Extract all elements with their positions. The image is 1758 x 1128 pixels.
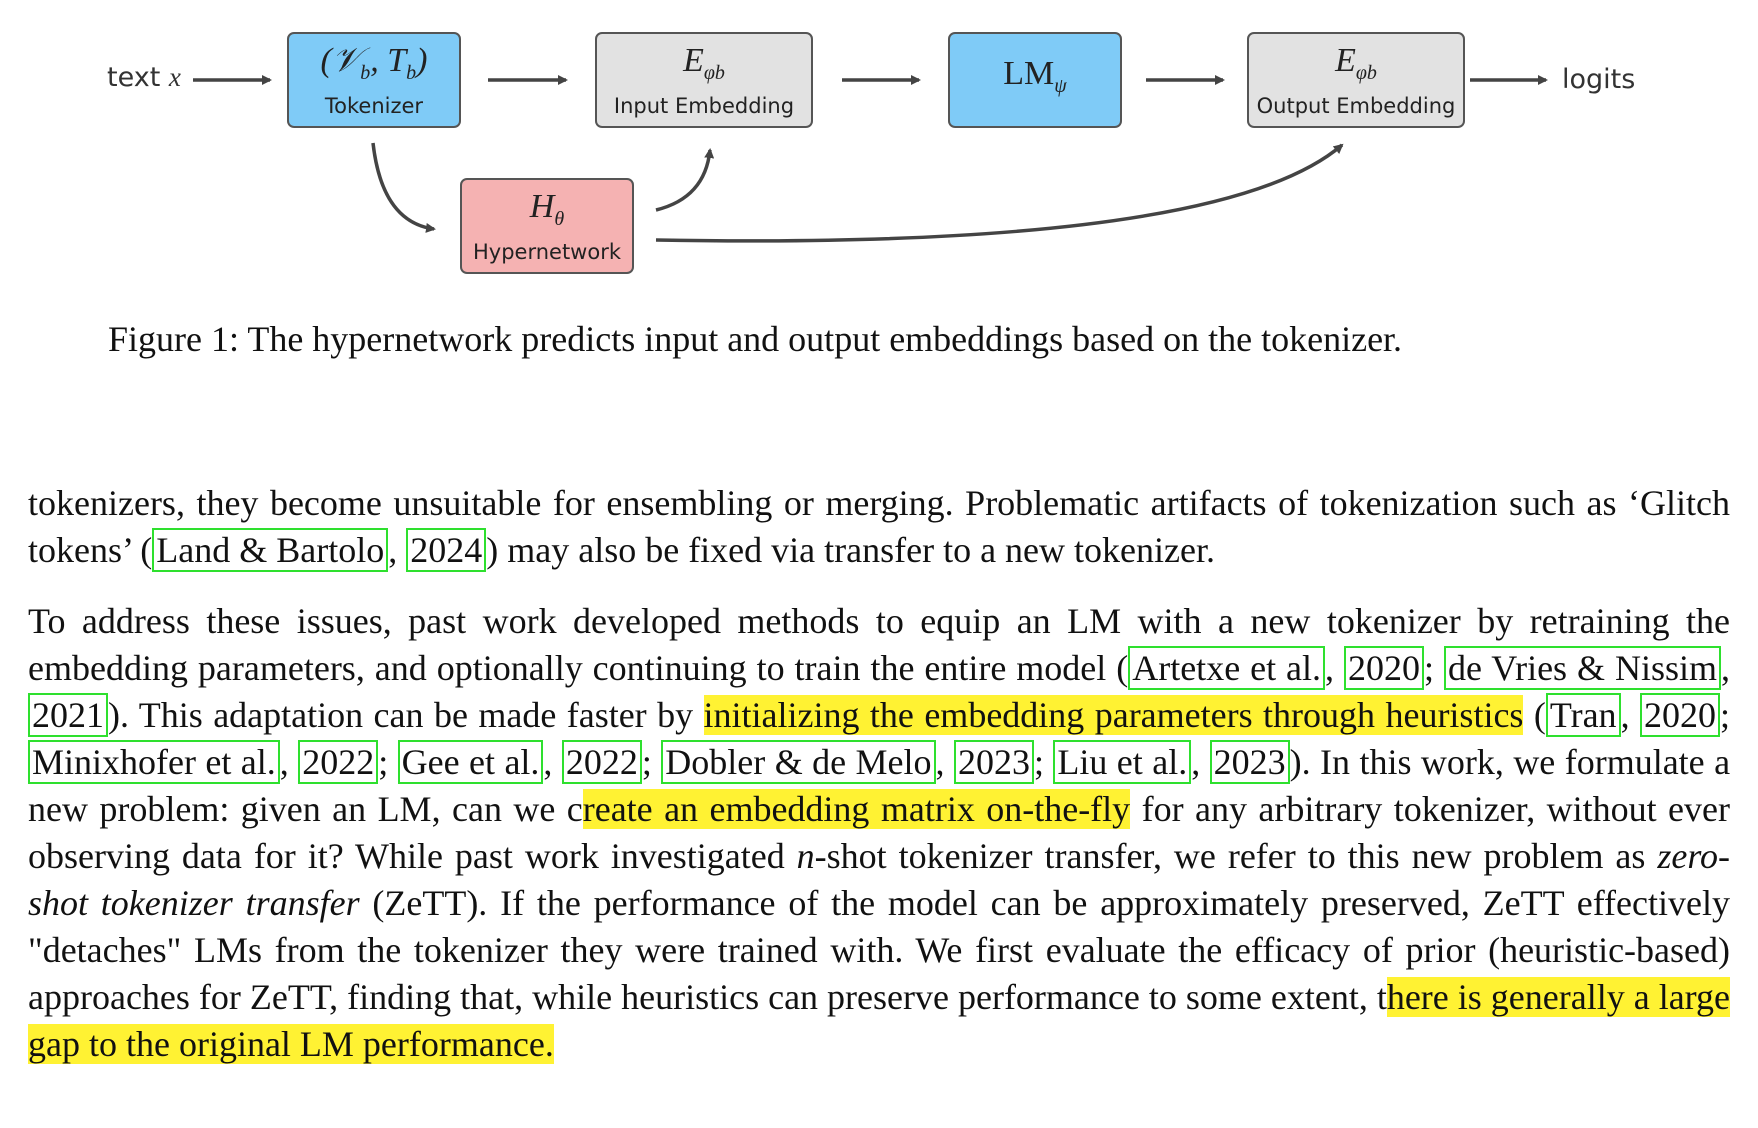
citation-link[interactable]: de Vries & Nissim: [1443, 646, 1721, 690]
citation-year-link[interactable]: 2022: [298, 740, 379, 784]
citation-link[interactable]: Land & Bartolo: [152, 528, 389, 572]
lm-box: LMψ: [948, 32, 1122, 128]
citation-year-link[interactable]: 2023: [953, 740, 1034, 784]
arrow-hypernetwork-to-output-embedding: [655, 143, 1344, 243]
lm-math: LMψ: [1003, 55, 1067, 97]
figure-caption: Figure 1: The hypernetwork predicts inpu…: [108, 319, 1403, 359]
input-embedding-label: Input Embedding: [613, 93, 795, 118]
citation-link[interactable]: Minixhofer et al.: [28, 740, 280, 784]
citation-year-link[interactable]: 2020: [1640, 693, 1720, 737]
hypernetwork-diagram: text x (𝒱b, Tb) Tokenizer Eφb Input Embe…: [0, 0, 1758, 300]
output-embedding-label: Output Embedding: [1256, 93, 1456, 118]
paragraph-1: tokenizers, they become unsuitable for e…: [28, 483, 1730, 572]
diagram-arrows: [193, 75, 1548, 243]
tokenizer-box: (𝒱b, Tb) Tokenizer: [287, 32, 461, 128]
arrow-hypernetwork-to-input-embedding: [655, 148, 715, 212]
logits-label: logits: [1562, 64, 1636, 95]
highlighted-text: initializing the embedding parameters th…: [703, 695, 1524, 735]
citation-link[interactable]: Tran: [1545, 693, 1621, 737]
hypernetwork-math: Hθ: [529, 188, 565, 230]
paragraph-2: To address these issues, past work devel…: [28, 601, 1731, 1064]
citation-year-link[interactable]: 2023: [1209, 740, 1290, 784]
input-text-label: text x: [107, 62, 181, 93]
hypernetwork-box: Hθ Hypernetwork: [460, 178, 634, 274]
citation-year-link[interactable]: 2021: [28, 693, 108, 737]
citation-link[interactable]: Liu et al.: [1053, 740, 1192, 784]
citation-link[interactable]: Dobler & de Melo: [661, 740, 936, 784]
tokenizer-math: (𝒱b, Tb): [320, 42, 428, 84]
citation-link[interactable]: Gee et al.: [397, 740, 544, 784]
citation-year-link[interactable]: 2020: [1344, 646, 1424, 690]
math-n: n: [796, 836, 815, 876]
citation-year-link[interactable]: 2022: [561, 740, 642, 784]
output-embedding-math: Eφb: [1335, 42, 1377, 84]
input-embedding-box: Eφb Input Embedding: [595, 32, 813, 128]
highlighted-text: reate an embedding matrix on-the-fly: [582, 789, 1131, 829]
tokenizer-label: Tokenizer: [324, 93, 424, 118]
input-embedding-math: Eφb: [683, 42, 725, 84]
input-label: text: [107, 62, 161, 93]
arrow-tokenizer-to-hypernetwork: [371, 142, 436, 233]
output-embedding-box: Eφb Output Embedding: [1247, 32, 1465, 128]
citation-link[interactable]: Artetxe et al.: [1128, 646, 1326, 690]
hypernetwork-label: Hypernetwork: [472, 239, 621, 264]
citation-year-link[interactable]: 2024: [406, 528, 487, 572]
input-variable: x: [168, 62, 181, 92]
emphasis-zett: zero-shot tokenizer transfer: [28, 836, 1730, 923]
